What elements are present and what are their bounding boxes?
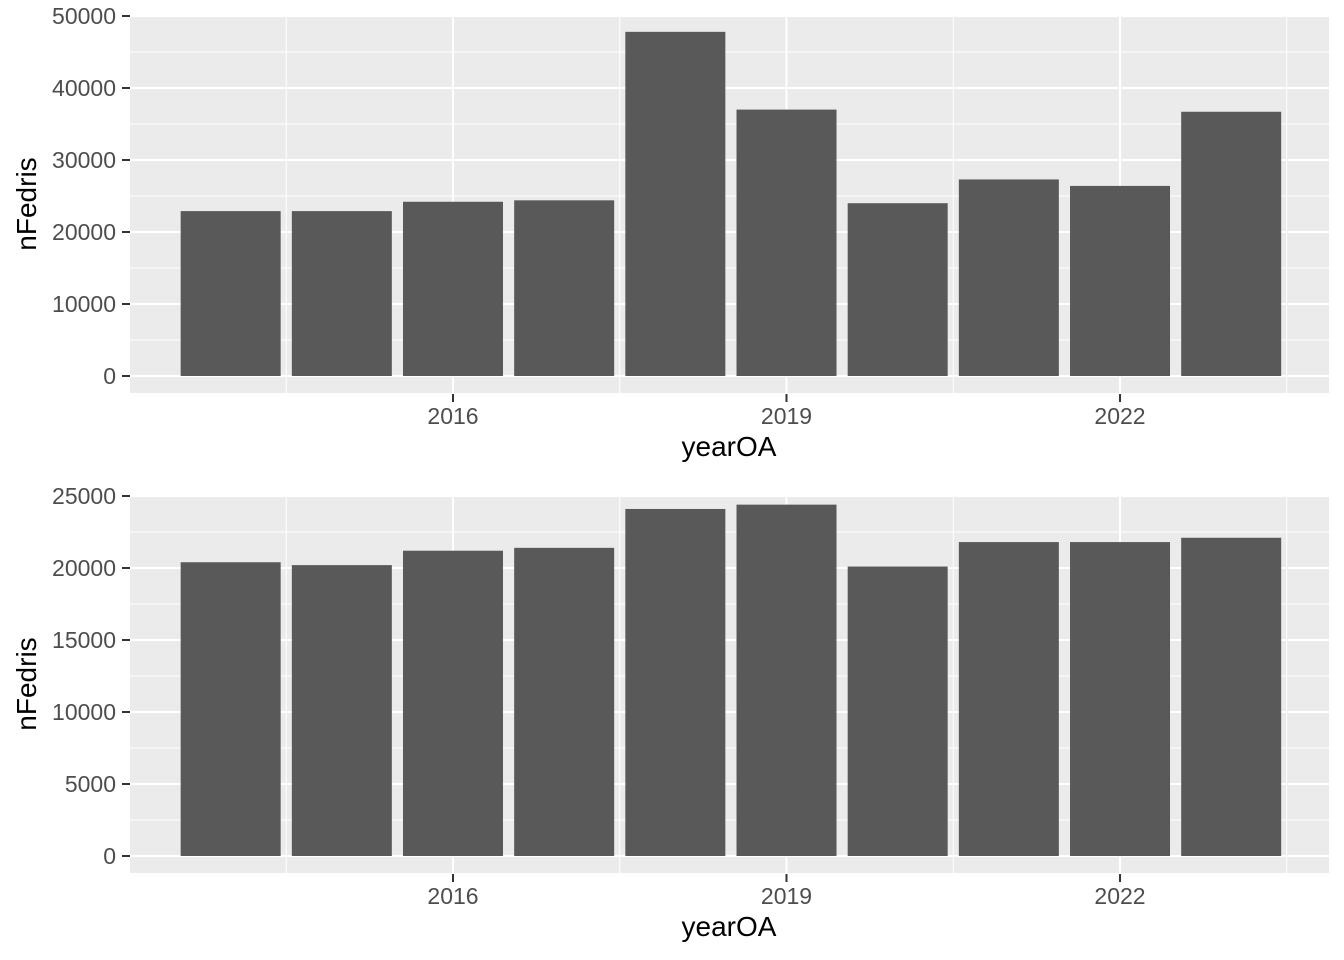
- y-axis-tick-label: 40000: [52, 75, 116, 101]
- x-axis-tick-label: 2016: [427, 883, 478, 909]
- x-axis-tick-label: 2019: [761, 403, 812, 429]
- bar-year-2022: [1070, 542, 1171, 856]
- y-axis-tick-label: 5000: [65, 771, 116, 797]
- bar-year-2022: [1070, 185, 1171, 376]
- bar-year-2016: [403, 201, 503, 376]
- y-axis-tick-label: 0: [103, 363, 116, 389]
- bar-year-2014: [180, 562, 281, 856]
- bar-year-2017: [514, 547, 615, 856]
- bar-year-2020: [847, 566, 948, 856]
- bar-year-2014: [180, 211, 281, 376]
- bar-year-2015: [291, 565, 392, 856]
- bar-year-2018: [625, 508, 726, 856]
- chart-bottom: 0 5000 10000 15000 20000 25000 2016 2019 2022 ye…: [0, 480, 1344, 960]
- y-axis-tick-label: 15000: [52, 627, 116, 653]
- y-axis-tick-label: 50000: [52, 3, 116, 29]
- bar-year-2021: [958, 542, 1059, 856]
- bar-year-2019: [736, 109, 837, 376]
- bar-year-2015: [291, 211, 392, 376]
- y-axis-tick-label: 20000: [52, 555, 116, 581]
- x-axis-tick-label: 2022: [1094, 403, 1145, 429]
- y-axis-tick-label: 0: [103, 843, 116, 869]
- bar-year-2018: [625, 31, 726, 377]
- chart-top: 0 10000 20000 30000 40000 50000 2016 2019 2022 y…: [11, 3, 1329, 462]
- bar-year-2023: [1181, 537, 1282, 856]
- bar-year-2021: [958, 179, 1059, 376]
- bar-year-2016: [403, 550, 503, 856]
- bar-year-2019: [736, 504, 837, 856]
- y-axis-tick-label: 10000: [52, 699, 116, 725]
- x-axis-tick-label: 2019: [761, 883, 812, 909]
- y-axis-title: nFedris: [11, 157, 42, 250]
- chart-bottom-svg: 0 5000 10000 15000 20000 25000 2016 2019 2022 ye…: [11, 483, 1329, 942]
- y-axis-tick-label: 20000: [52, 219, 116, 245]
- y-axis-tick-label: 30000: [52, 147, 116, 173]
- bar-year-2017: [514, 200, 615, 376]
- x-axis-tick-label: 2016: [427, 403, 478, 429]
- chart-top-svg: 0 10000 20000 30000 40000 50000 2016 2019 2022 y…: [11, 3, 1329, 462]
- x-axis-tick-label: 2022: [1094, 883, 1145, 909]
- bar-year-2020: [847, 203, 948, 376]
- bar-year-2023: [1181, 111, 1282, 376]
- y-axis-tick-label: 25000: [52, 483, 116, 509]
- y-axis-tick-label: 10000: [52, 291, 116, 317]
- x-axis-title: yearOA: [682, 431, 777, 462]
- y-axis-title: nFedris: [11, 637, 42, 730]
- x-axis-title: yearOA: [682, 911, 777, 942]
